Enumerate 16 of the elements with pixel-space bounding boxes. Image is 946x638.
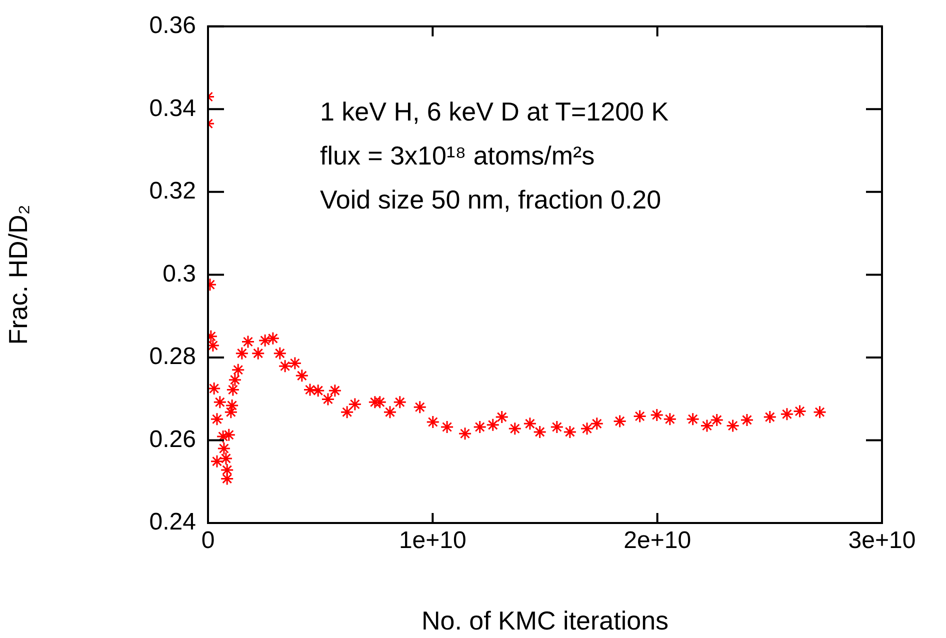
x-axis-title: No. of KMC iterations [421, 606, 669, 636]
x-tick-label: 2e+10 [624, 527, 692, 554]
annotation: 1 keV H, 6 keV D at T=1200 K [320, 96, 670, 126]
x-tick-label: 1e+10 [398, 527, 466, 554]
y-tick-label: 0.36 [149, 12, 196, 40]
annotation: Void size 50 nm, fraction 0.20 [320, 184, 662, 214]
y-tick-label: 0.3 [162, 260, 196, 288]
annotation: flux = 3x10¹⁸ atoms/m²s [320, 140, 595, 170]
y-tick-label: 0.24 [149, 508, 196, 536]
x-tick-label: 3e+10 [848, 527, 916, 554]
y-tick-label: 0.26 [149, 426, 196, 453]
y-axis-title: Frac. HD/D₂ [2, 204, 33, 345]
y-tick-label: 0.32 [149, 178, 196, 205]
y-tick-label: 0.34 [149, 94, 196, 122]
y-tick-label: 0.28 [149, 343, 196, 370]
x-tick-label: 0 [201, 527, 215, 554]
